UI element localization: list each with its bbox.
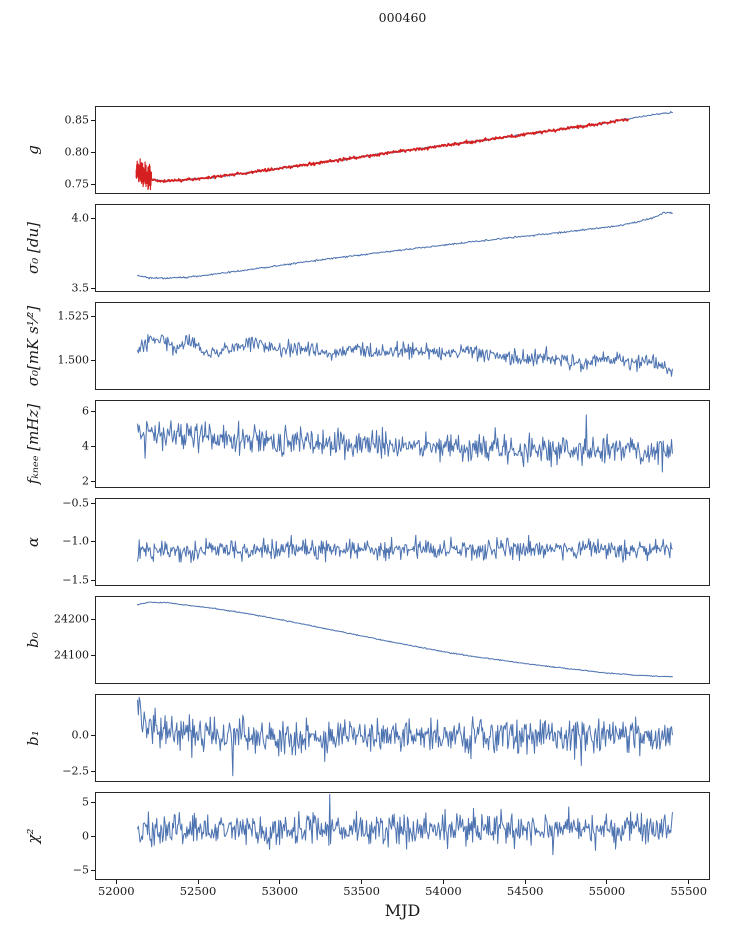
y-tick-label: 4 — [82, 439, 89, 453]
y-tick-label: 3.5 — [71, 281, 90, 295]
y-tick-label: 1.500 — [57, 353, 90, 367]
x-tick-label: 54000 — [425, 884, 462, 898]
x-tick-mark — [606, 880, 608, 884]
y-tick-mark — [91, 184, 95, 186]
plot-canvas-sigma0-du — [95, 204, 710, 292]
subplot-b0: b₀ 24100 24200 — [24, 596, 710, 684]
x-tick-label: 53500 — [343, 884, 380, 898]
subplot-b1: b₁ −2.5 0.0 — [24, 694, 710, 782]
subplot-sigma0-du: σ₀ [du] 3.5 4.0 — [24, 204, 710, 294]
y-tick-label: 4.0 — [71, 211, 90, 225]
plot-canvas-f-knee — [95, 400, 710, 488]
y-tick-mark — [91, 655, 95, 657]
y-tick-mark — [91, 836, 95, 837]
y-tick-label: 1.525 — [57, 309, 90, 323]
y-tick-mark — [91, 502, 95, 504]
y-tick-label: 5 — [82, 795, 89, 809]
y-tick-mark — [91, 735, 95, 737]
plot-canvas-alpha — [95, 498, 710, 586]
y-tick-mark — [91, 152, 95, 154]
subplot-alpha: α −1.5 −1.0 −0.5 — [24, 496, 710, 586]
y-tick-label: 0.80 — [64, 145, 90, 159]
y-tick-mark — [91, 316, 95, 318]
subplot-g: g 0.75 0.80 0.85 — [24, 106, 710, 194]
y-tick-label: 24100 — [54, 648, 89, 662]
plot-canvas-b1 — [95, 694, 710, 782]
y-tick-label: 0.75 — [64, 177, 90, 191]
x-tick-mark — [115, 880, 117, 884]
y-tick-mark — [91, 120, 95, 122]
x-axis-label: MJD — [384, 901, 421, 920]
x-tick-mark — [688, 880, 690, 884]
y-tick-label: 0.85 — [64, 113, 90, 127]
plot-canvas-sigma0-mks — [95, 302, 710, 390]
y-tick-mark — [91, 217, 95, 219]
y-tick-mark — [91, 360, 95, 362]
x-tick-mark — [524, 880, 526, 884]
y-tick-label: −2.5 — [62, 764, 89, 778]
x-tick-mark — [361, 880, 363, 884]
plot-canvas-chi2 — [95, 792, 710, 880]
y-tick-mark — [91, 410, 95, 412]
y-tick-mark — [91, 480, 95, 482]
x-tick-label: 55000 — [588, 884, 626, 898]
y-tick-label: 2 — [82, 474, 89, 488]
y-tick-mark — [91, 287, 95, 289]
y-tick-mark — [91, 445, 95, 447]
x-tick-label: 52000 — [97, 884, 135, 898]
y-axis-label-b0: b₀ — [24, 632, 42, 648]
y-tick-label: −5 — [72, 863, 89, 877]
y-axis-label-sigma0-du: σ₀ [du] — [24, 222, 42, 274]
x-tick-label: 53000 — [261, 884, 299, 898]
plot-canvas-b0 — [95, 596, 710, 684]
subplot-f-knee: fₖₙₑₑ [mHz] 2 4 6 — [24, 400, 710, 488]
y-tick-mark — [91, 801, 95, 803]
x-tick-label: 55500 — [670, 884, 708, 898]
y-tick-label: −1.0 — [62, 534, 89, 548]
y-tick-label: 0.0 — [71, 728, 90, 742]
y-tick-mark — [91, 770, 95, 772]
plot-canvas-g — [95, 106, 710, 194]
y-tick-mark — [91, 579, 95, 581]
y-tick-label: 24200 — [54, 612, 89, 626]
x-tick-mark — [442, 880, 444, 884]
x-tick-label: 52500 — [179, 884, 217, 898]
figure-title: 000460 — [378, 10, 427, 25]
subplot-chi2: χ² −5 0 5 — [24, 792, 710, 880]
x-tick-mark — [197, 880, 199, 884]
x-tick-label: 54500 — [506, 884, 544, 898]
y-tick-label: 0 — [82, 829, 89, 843]
y-tick-mark — [91, 870, 95, 872]
y-tick-label: 6 — [82, 404, 89, 418]
y-tick-label: −1.5 — [62, 573, 89, 587]
subplot-sigma0-mks: σ₀[mK s¹⁄²] 1.500 1.525 — [24, 302, 710, 390]
y-tick-mark — [91, 541, 95, 543]
y-tick-label: −0.5 — [62, 496, 89, 510]
x-tick-mark — [279, 880, 281, 884]
y-tick-mark — [91, 618, 95, 620]
